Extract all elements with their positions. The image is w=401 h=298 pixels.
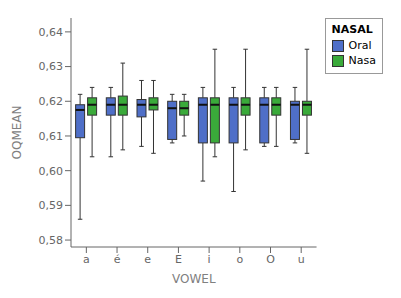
svg-text:0,58: 0,58 (39, 234, 64, 247)
svg-text:0,63: 0,63 (39, 60, 64, 73)
svg-text:i: i (208, 253, 211, 266)
svg-text:e: e (144, 253, 151, 266)
svg-text:E: E (175, 253, 182, 266)
svg-text:u: u (298, 253, 305, 266)
svg-text:0,59: 0,59 (39, 199, 64, 212)
html-text:Nasa: Nasa (348, 54, 376, 67)
html-text:Oral: Oral (348, 39, 372, 52)
svg-text:0,64: 0,64 (39, 26, 64, 39)
svg-text:OQMEAN: OQMEAN (10, 105, 24, 159)
svg-text:o: o (236, 253, 243, 266)
svg-text:VOWEL: VOWEL (172, 272, 216, 286)
svg-text:0,61: 0,61 (39, 130, 64, 143)
svg-text:a: a (83, 253, 90, 266)
svg-text:0,62: 0,62 (39, 95, 64, 108)
svg-text:é: é (114, 253, 121, 266)
html-text:NASAL: NASAL (331, 23, 373, 36)
svg-text:0,60: 0,60 (39, 165, 64, 178)
svg-text:O: O (266, 253, 275, 266)
